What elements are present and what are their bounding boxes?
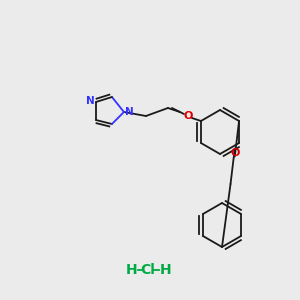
Text: O: O — [230, 148, 239, 158]
Text: O: O — [183, 111, 193, 121]
Text: H: H — [126, 263, 138, 277]
Text: H: H — [160, 263, 172, 277]
Text: N: N — [124, 107, 133, 117]
Text: Cl: Cl — [141, 263, 155, 277]
Text: N: N — [85, 96, 94, 106]
